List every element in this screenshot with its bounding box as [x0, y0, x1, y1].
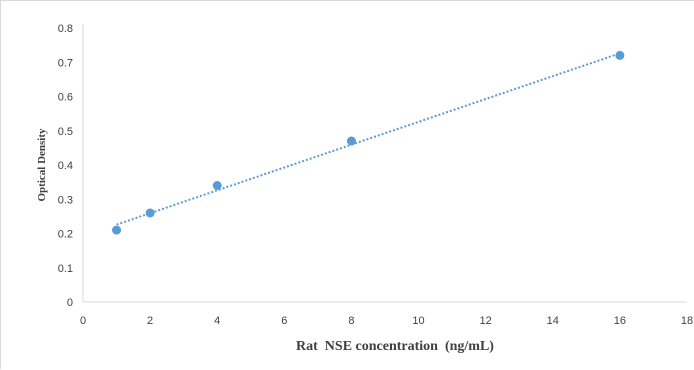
y-tick-label: 0.3 [58, 194, 73, 206]
data-point [112, 225, 122, 235]
x-tick-label: 14 [547, 315, 559, 327]
x-tick-label: 10 [412, 315, 424, 327]
y-tick-label: 0 [67, 297, 73, 309]
data-point [346, 136, 356, 146]
y-tick-label: 0.6 [58, 92, 73, 104]
x-tick-label: 18 [681, 315, 693, 327]
y-tick-label: 0.5 [58, 126, 73, 138]
chart-axes [82, 24, 687, 303]
x-tick-label: 2 [147, 315, 153, 327]
x-tick-label: 6 [281, 315, 287, 327]
x-axis-title: Rat NSE concentration (ng/mL) [296, 339, 494, 354]
y-tick-label: 0.1 [58, 263, 73, 275]
y-tick-label: 0.8 [58, 23, 73, 35]
x-tick-label: 4 [214, 315, 220, 327]
x-tick-label: 12 [480, 315, 492, 327]
y-axis-title: Optical Density [36, 128, 48, 202]
data-points [112, 50, 625, 235]
x-tick-label: 8 [348, 315, 354, 327]
y-tick-label: 0.4 [58, 160, 73, 172]
x-tick-label: 16 [614, 315, 626, 327]
y-tick-label: 0.7 [58, 57, 73, 69]
x-tick-labels: 0 2 4 6 8 10 12 14 16 18 [80, 315, 693, 327]
x-tick-label: 0 [80, 315, 86, 327]
data-point [145, 208, 155, 218]
trendline [116, 52, 621, 226]
y-tick-label: 0.2 [58, 229, 73, 241]
data-point [615, 50, 625, 60]
y-tick-labels: 0 0.1 0.2 0.3 0.4 0.5 0.6 0.7 0.8 [58, 23, 73, 309]
trendlines [116, 52, 621, 226]
data-point [212, 181, 222, 191]
